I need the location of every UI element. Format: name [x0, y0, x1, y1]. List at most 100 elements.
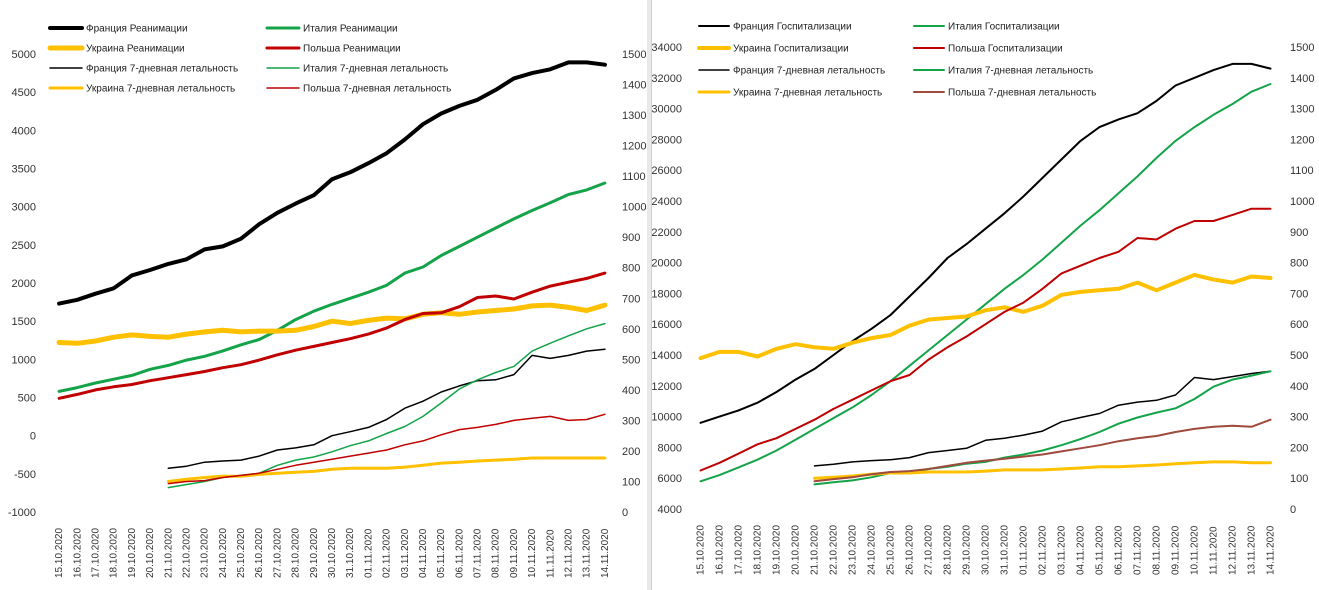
x-tick-label: 05.11.2020: [436, 528, 447, 578]
y-right-tick-label: 800: [1290, 258, 1308, 270]
y-left-tick-label: 18000: [652, 288, 682, 300]
x-tick-label: 13.11.2020: [1247, 525, 1258, 575]
y-left-tick-label: 32000: [652, 73, 682, 85]
series-line-italy-icu: [57, 181, 607, 393]
y-right-tick-label: 700: [1290, 288, 1308, 300]
series-line-poland-icu: [57, 271, 607, 400]
x-tick-label: 10.11.2020: [1190, 525, 1201, 575]
legend-label: Франция Госпитализации: [733, 22, 852, 33]
legend-label: Украина 7-дневная летальность: [86, 84, 235, 95]
series-line-ukraine-7day-mortality: [166, 456, 607, 483]
x-tick-label: 04.11.2020: [418, 528, 429, 578]
series-line-poland-7day-mortality: [813, 418, 1272, 483]
y-left-tick-label: 16000: [652, 319, 682, 331]
y-left-tick-label: 4500: [12, 87, 36, 99]
y-left-tick-label: 14000: [652, 350, 682, 362]
legend-label: Италия 7-дневная летальность: [303, 64, 448, 75]
x-tick-label: 27.10.2020: [272, 528, 283, 578]
x-tick-label: 31.10.2020: [1000, 525, 1011, 575]
y-left-tick-label: 500: [18, 393, 36, 405]
legend-label: Италия Госпитализации: [948, 22, 1060, 33]
series-line-ukraine-icu: [56, 302, 608, 346]
panel-divider: [647, 0, 651, 590]
y-right-tick-label: 700: [622, 293, 640, 305]
legend-label: Франция 7-дневная летальность: [86, 64, 238, 75]
series-line-poland-hospitalizations: [699, 207, 1272, 472]
x-tick-label: 20.10.2020: [145, 528, 156, 578]
y-left-tick-label: 4000: [658, 504, 682, 516]
y-right-tick-label: 300: [1290, 412, 1308, 424]
y-right-tick-label: 1400: [622, 80, 646, 92]
x-tick-label: 11.11.2020: [545, 529, 556, 578]
y-left-tick-label: 24000: [652, 196, 682, 208]
y-right-tick-label: 200: [622, 446, 640, 458]
y-right-tick-label: 500: [622, 354, 640, 366]
x-tick-label: 26.10.2020: [905, 525, 916, 575]
hospitalization-chart-panel: 4000 6000 8000 10000 12000 14000 16000 18000 200…: [651, 0, 1319, 590]
legend-label: Италия 7-дневная летальность: [948, 66, 1093, 77]
x-tick-label: 11.11.2020: [1209, 526, 1220, 575]
x-tick-label: 30.10.2020: [981, 525, 992, 575]
y-right-tick-label: 600: [1290, 319, 1308, 331]
x-tick-label: 12.11.2020: [1228, 525, 1239, 575]
x-tick-label: 24.10.2020: [867, 525, 878, 575]
x-tick-label: 25.10.2020: [886, 525, 897, 575]
series-line-ukraine-hospitalizations: [698, 272, 1273, 361]
y-right-tick-label: 1500: [1290, 42, 1314, 54]
x-tick-label: 19.10.2020: [772, 525, 783, 575]
y-left-tick-label: 12000: [652, 381, 682, 393]
x-tick-label: 22.10.2020: [181, 528, 192, 578]
x-tick-label: 13.11.2020: [582, 528, 593, 578]
x-tick-label: 21.10.2020: [810, 525, 821, 575]
y-right-tick-label: 300: [622, 415, 640, 427]
y-right-tick-label: 0: [1290, 504, 1296, 516]
y-right-tick-label: 100: [1290, 473, 1308, 485]
y-left-tick-label: 3000: [12, 202, 36, 214]
legend-label: Польша 7-дневная летальность: [303, 84, 451, 95]
icu-chart-panel: -1000 -500 0 500 1000 1500 2000 2500 3000 3500 400…: [0, 0, 647, 590]
legend-label: Италия Реанимации: [303, 24, 398, 35]
legend-label: Франция 7-дневная летальность: [733, 66, 885, 77]
y-right-tick-label: 900: [1290, 227, 1308, 239]
x-tick-label: 03.11.2020: [400, 528, 411, 578]
series-line-france-hospitalizations: [699, 62, 1272, 424]
x-tick-label: 28.10.2020: [943, 525, 954, 575]
legend-label: Украина Госпитализации: [733, 44, 849, 55]
x-tick-label: 04.11.2020: [1076, 525, 1087, 575]
series-line-france-7day-mortality: [167, 348, 606, 470]
x-tick-label: 29.10.2020: [309, 528, 320, 578]
x-tick-label: 23.10.2020: [200, 528, 211, 578]
x-tick-label: 01.11.2020: [1019, 525, 1030, 575]
y-left-tick-label: -1000: [8, 507, 36, 519]
y-left-tick-label: 34000: [652, 42, 682, 54]
y-right-tick-label: 0: [622, 507, 628, 519]
x-tick-label: 14.11.2020: [1266, 525, 1277, 575]
x-tick-label: 27.10.2020: [924, 525, 935, 575]
x-tick-label: 09.11.2020: [509, 528, 520, 578]
y-left-tick-label: 0: [30, 431, 36, 443]
legend-label: Польша Госпитализации: [948, 44, 1063, 55]
y-right-tick-label: 1200: [1290, 134, 1314, 146]
y-right-tick-label: 100: [622, 476, 640, 488]
y-right-tick-label: 1500: [622, 49, 646, 61]
y-left-tick-label: 3500: [12, 164, 36, 176]
x-tick-label: 07.11.2020: [1133, 525, 1144, 575]
x-tick-label: 10.11.2020: [527, 528, 538, 578]
y-left-tick-label: 2500: [12, 240, 36, 252]
y-right-tick-label: 1200: [622, 141, 646, 153]
x-tick-label: 28.10.2020: [291, 528, 302, 578]
x-tick-label: 15.10.2020: [54, 528, 65, 578]
x-tick-label: 18.10.2020: [109, 528, 120, 578]
y-left-tick-label: 20000: [652, 258, 682, 270]
x-tick-label: 16.10.2020: [715, 525, 726, 575]
x-tick-label: 08.11.2020: [491, 528, 502, 578]
y-right-tick-label: 1000: [1290, 196, 1314, 208]
x-tick-label: 01.11.2020: [363, 528, 374, 578]
y-right-tick-label: 1300: [1290, 104, 1314, 116]
y-left-tick-label: 26000: [652, 165, 682, 177]
y-right-tick-label: 800: [622, 263, 640, 275]
y-left-tick-label: 22000: [652, 227, 682, 239]
y-left-tick-label: 28000: [652, 134, 682, 146]
x-tick-label: 24.10.2020: [218, 528, 229, 578]
